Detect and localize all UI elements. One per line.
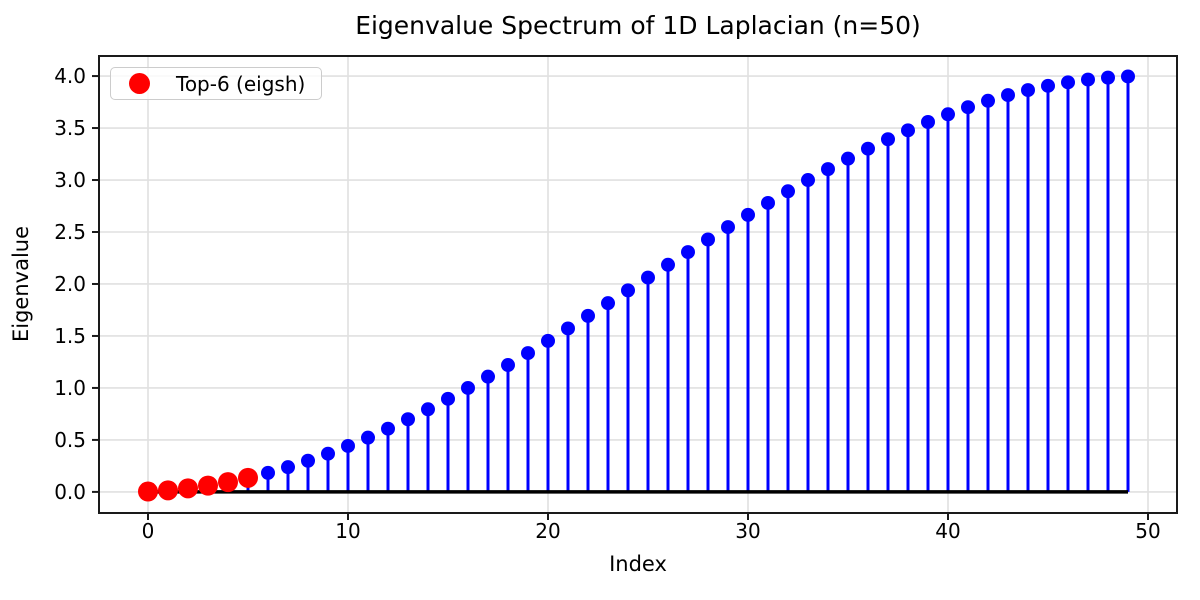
data-point xyxy=(1041,78,1055,93)
data-point xyxy=(601,296,615,311)
y-tick-label: 1.5 xyxy=(54,324,86,348)
y-tick-label: 0.5 xyxy=(54,428,86,452)
highlight-point xyxy=(218,472,238,493)
data-point xyxy=(701,232,715,247)
x-tick-label: 20 xyxy=(535,519,560,543)
y-tick-label: 3.0 xyxy=(54,168,86,192)
data-point xyxy=(1001,88,1015,103)
data-point xyxy=(1121,69,1135,84)
x-tick-label: 0 xyxy=(142,519,155,543)
data-point xyxy=(261,465,275,480)
data-point xyxy=(301,453,315,468)
data-point xyxy=(881,132,895,147)
data-point xyxy=(901,123,915,138)
data-point xyxy=(521,346,535,361)
data-point xyxy=(1101,70,1115,85)
data-point xyxy=(721,220,735,235)
data-point xyxy=(801,173,815,188)
data-point xyxy=(921,114,935,129)
data-point xyxy=(841,151,855,166)
highlight-markers xyxy=(138,467,258,502)
x-tick-label: 50 xyxy=(1135,519,1160,543)
data-point xyxy=(421,402,435,417)
highlight-point xyxy=(178,478,198,499)
data-point xyxy=(401,412,415,427)
data-point xyxy=(481,369,495,384)
legend: Top-6 (eigsh) xyxy=(110,67,322,100)
data-point xyxy=(381,421,395,436)
grid xyxy=(99,56,1177,513)
data-point xyxy=(941,107,955,122)
y-tick-label: 4.0 xyxy=(54,64,86,88)
chart-title: Eigenvalue Spectrum of 1D Laplacian (n=5… xyxy=(355,11,921,40)
data-point xyxy=(981,93,995,108)
data-point xyxy=(821,162,835,177)
y-tick-label: 3.5 xyxy=(54,116,86,140)
markers xyxy=(261,69,1135,480)
highlight-point xyxy=(138,481,158,502)
data-point xyxy=(1081,72,1095,87)
y-tick-label: 0.0 xyxy=(54,480,86,504)
x-tick-label: 30 xyxy=(735,519,760,543)
data-point xyxy=(561,321,575,336)
data-point xyxy=(441,391,455,406)
data-point xyxy=(781,184,795,199)
y-tick-label: 2.0 xyxy=(54,272,86,296)
data-point xyxy=(861,141,875,156)
x-tick-label: 10 xyxy=(335,519,360,543)
data-point xyxy=(961,100,975,115)
highlight-point xyxy=(198,475,218,496)
x-tick-label: 40 xyxy=(935,519,960,543)
legend-marker-icon xyxy=(129,73,150,94)
y-tick-label: 2.5 xyxy=(54,220,86,244)
data-point xyxy=(581,308,595,323)
highlight-point xyxy=(238,467,258,488)
data-point xyxy=(761,195,775,210)
data-point xyxy=(741,207,755,222)
data-point xyxy=(281,460,295,475)
data-point xyxy=(321,446,335,461)
data-point xyxy=(501,358,515,373)
x-axis-label: Index xyxy=(609,552,667,576)
data-point xyxy=(1021,83,1035,98)
legend-label: Top-6 (eigsh) xyxy=(176,71,306,96)
data-point xyxy=(361,430,375,445)
data-point xyxy=(541,333,555,348)
data-point xyxy=(621,283,635,298)
data-point xyxy=(1061,75,1075,90)
data-point xyxy=(681,245,695,260)
data-point xyxy=(461,380,475,395)
data-point xyxy=(661,257,675,272)
y-axis-label: Eigenvalue xyxy=(9,225,33,343)
y-axis: 0.0 0.5 1.0 1.5 2.0 2.5 3.0 3.5 4.0 xyxy=(54,64,99,504)
x-axis: 0 10 20 30 40 50 xyxy=(142,513,1161,543)
data-point xyxy=(341,438,355,453)
highlight-point xyxy=(158,480,178,501)
data-point xyxy=(641,270,655,285)
y-tick-label: 1.0 xyxy=(54,376,86,400)
